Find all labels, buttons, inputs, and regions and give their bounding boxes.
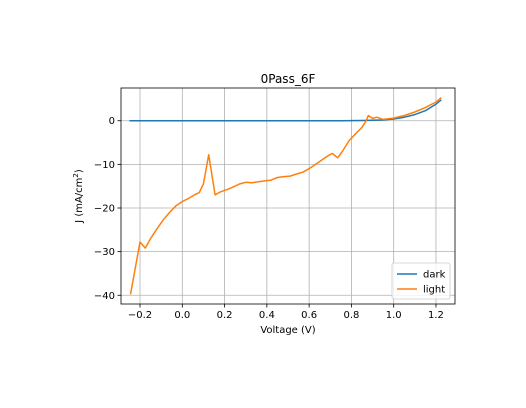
- chart-title: 0Pass_6F: [261, 72, 316, 86]
- x-tick-label: 0.6: [301, 310, 317, 321]
- x-tick-label: 0.8: [343, 310, 359, 321]
- x-tick-label: 1.2: [428, 310, 444, 321]
- y-axis-label: J (mA/cm2): [72, 169, 85, 224]
- legend-label-light: light: [423, 285, 445, 296]
- y-axis-label-end: ): [74, 169, 85, 173]
- y-tick-label: −10: [94, 160, 115, 171]
- x-tick-label: 1.0: [386, 310, 402, 321]
- x-axis-label: Voltage (V): [260, 325, 315, 336]
- legend: dark light: [391, 262, 451, 300]
- y-tick-label: −20: [94, 204, 115, 215]
- y-tick-label: 0: [109, 116, 115, 127]
- x-axis-ticks: −0.2 0.0 0.2 0.4 0.6 0.8 1.0 1.2: [128, 304, 444, 321]
- x-tick-label: 0.2: [217, 310, 233, 321]
- y-tick-label: −40: [94, 291, 115, 302]
- series-layer: [129, 97, 442, 295]
- x-tick-label: −0.2: [128, 310, 152, 321]
- y-axis-ticks: 0 −10 −20 −30 −40: [94, 116, 121, 302]
- y-tick-label: −30: [94, 247, 115, 258]
- y-axis-label-superscript: 2: [72, 173, 80, 177]
- y-axis-label-main: J (mA/cm: [74, 178, 85, 224]
- legend-box: [391, 262, 451, 300]
- x-tick-label: 0.4: [259, 310, 275, 321]
- axes-frame: [120, 87, 456, 305]
- legend-label-dark: dark: [423, 270, 446, 281]
- series-line-light: [129, 97, 442, 295]
- x-tick-label: 0.0: [174, 310, 190, 321]
- series-line-dark: [129, 99, 442, 122]
